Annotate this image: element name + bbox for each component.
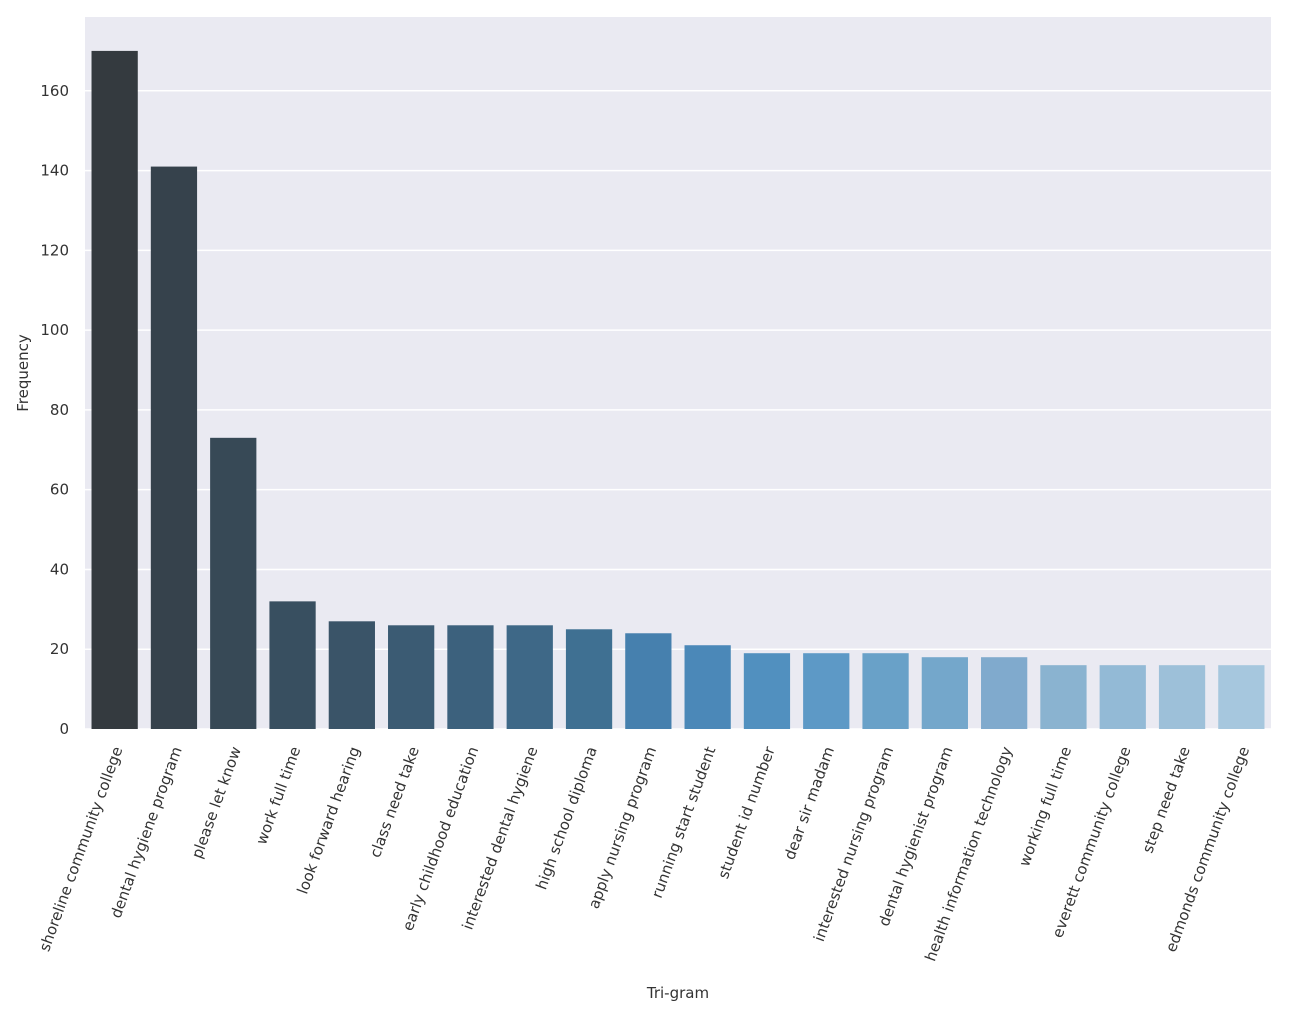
y-tick-label: 40 bbox=[50, 560, 69, 578]
y-tick-label: 80 bbox=[50, 401, 69, 419]
bar bbox=[684, 645, 731, 729]
bar bbox=[1218, 665, 1265, 729]
x-tick-label: please let know bbox=[188, 744, 245, 861]
x-tick-label: high school diploma bbox=[532, 744, 600, 892]
x-tick-label: shoreline community college bbox=[35, 744, 126, 954]
bar bbox=[862, 653, 909, 729]
bar bbox=[150, 166, 198, 729]
bar bbox=[743, 653, 791, 729]
x-tick-label: apply nursing program bbox=[585, 744, 660, 911]
y-tick-label: 100 bbox=[40, 321, 69, 339]
x-tick-label: student id number bbox=[714, 743, 779, 881]
x-tick-label: working full time bbox=[1015, 744, 1075, 869]
x-tick-label: dear sir madam bbox=[780, 744, 838, 862]
x-tick-label: step need take bbox=[1139, 744, 1194, 855]
y-tick-label: 140 bbox=[40, 162, 69, 180]
bar bbox=[447, 625, 494, 729]
bar bbox=[1099, 665, 1146, 729]
y-axis-label: Frequency bbox=[14, 334, 32, 412]
bar bbox=[981, 657, 1028, 729]
bar bbox=[565, 629, 613, 729]
bar bbox=[1158, 665, 1206, 729]
bar bbox=[803, 653, 850, 729]
bar bbox=[91, 50, 138, 729]
x-tick-label: work full time bbox=[252, 744, 304, 847]
bar bbox=[388, 625, 435, 729]
bar bbox=[921, 657, 968, 729]
bar bbox=[269, 601, 316, 729]
bar bbox=[1040, 665, 1087, 729]
y-tick-label: 120 bbox=[40, 241, 69, 259]
x-tick-label: running start student bbox=[648, 744, 720, 900]
x-tick-label: look forward hearing bbox=[293, 744, 363, 896]
bar bbox=[210, 437, 257, 729]
bar bbox=[506, 625, 553, 729]
y-tick-label: 60 bbox=[50, 481, 69, 499]
x-tick-label: class need take bbox=[366, 744, 423, 860]
y-tick-label: 0 bbox=[59, 720, 69, 738]
bar bbox=[328, 621, 375, 729]
y-tick-label: 20 bbox=[50, 640, 69, 658]
x-axis-label: Tri-gram bbox=[646, 984, 709, 1002]
bar bbox=[625, 633, 672, 729]
plot-area bbox=[85, 17, 1271, 729]
y-tick-label: 160 bbox=[40, 82, 69, 100]
